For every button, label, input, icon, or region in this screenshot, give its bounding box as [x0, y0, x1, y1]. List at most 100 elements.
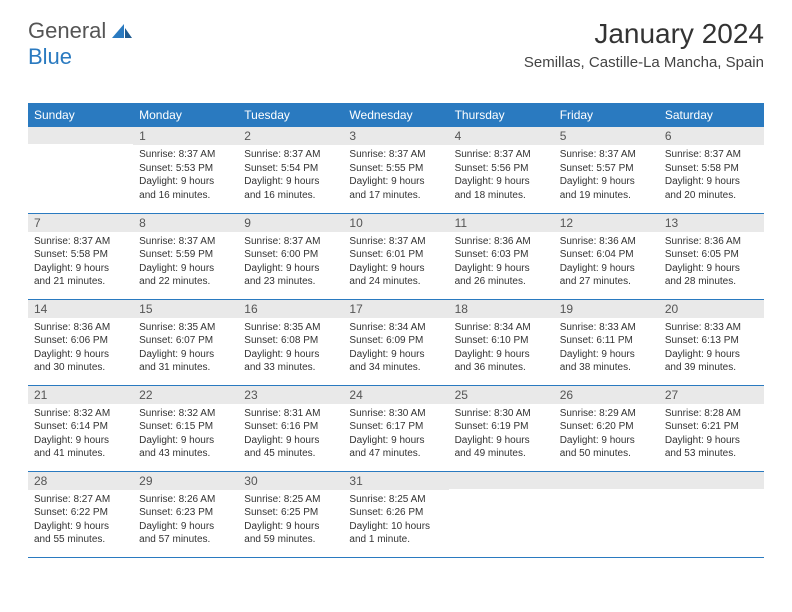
daylight-text: Daylight: 9 hours and 57 minutes. [139, 520, 232, 547]
calendar-week: 14Sunrise: 8:36 AMSunset: 6:06 PMDayligh… [28, 299, 764, 385]
calendar-cell: 20Sunrise: 8:33 AMSunset: 6:13 PMDayligh… [659, 299, 764, 385]
day-body: Sunrise: 8:30 AMSunset: 6:19 PMDaylight:… [449, 404, 554, 465]
sunset-text: Sunset: 6:23 PM [139, 506, 232, 520]
day-number: 19 [554, 300, 659, 318]
day-number: 22 [133, 386, 238, 404]
sunset-text: Sunset: 6:25 PM [244, 506, 337, 520]
sunset-text: Sunset: 6:11 PM [560, 334, 653, 348]
sunrise-text: Sunrise: 8:30 AM [455, 407, 548, 421]
day-number: 8 [133, 214, 238, 232]
day-number: 6 [659, 127, 764, 145]
calendar-cell: 21Sunrise: 8:32 AMSunset: 6:14 PMDayligh… [28, 385, 133, 471]
day-number: 29 [133, 472, 238, 490]
calendar-cell: 25Sunrise: 8:30 AMSunset: 6:19 PMDayligh… [449, 385, 554, 471]
daylight-text: Daylight: 9 hours and 24 minutes. [349, 262, 442, 289]
sunrise-text: Sunrise: 8:36 AM [560, 235, 653, 249]
sunrise-text: Sunrise: 8:37 AM [139, 148, 232, 162]
daylight-text: Daylight: 9 hours and 36 minutes. [455, 348, 548, 375]
day-number [28, 127, 133, 144]
daylight-text: Daylight: 9 hours and 59 minutes. [244, 520, 337, 547]
sunrise-text: Sunrise: 8:32 AM [139, 407, 232, 421]
daylight-text: Daylight: 9 hours and 21 minutes. [34, 262, 127, 289]
day-body: Sunrise: 8:35 AMSunset: 6:08 PMDaylight:… [238, 318, 343, 379]
day-body: Sunrise: 8:34 AMSunset: 6:10 PMDaylight:… [449, 318, 554, 379]
calendar-cell: 29Sunrise: 8:26 AMSunset: 6:23 PMDayligh… [133, 471, 238, 557]
calendar-cell: 24Sunrise: 8:30 AMSunset: 6:17 PMDayligh… [343, 385, 448, 471]
daylight-text: Daylight: 9 hours and 18 minutes. [455, 175, 548, 202]
sunrise-text: Sunrise: 8:25 AM [349, 493, 442, 507]
title-block: January 2024 Semillas, Castille-La Manch… [524, 18, 764, 71]
day-body: Sunrise: 8:36 AMSunset: 6:04 PMDaylight:… [554, 232, 659, 293]
day-number: 20 [659, 300, 764, 318]
sunset-text: Sunset: 5:58 PM [665, 162, 758, 176]
sunset-text: Sunset: 6:00 PM [244, 248, 337, 262]
sunset-text: Sunset: 5:55 PM [349, 162, 442, 176]
day-number: 12 [554, 214, 659, 232]
calendar-cell: 27Sunrise: 8:28 AMSunset: 6:21 PMDayligh… [659, 385, 764, 471]
day-number: 10 [343, 214, 448, 232]
day-body [554, 489, 659, 496]
calendar-cell: 12Sunrise: 8:36 AMSunset: 6:04 PMDayligh… [554, 213, 659, 299]
day-body: Sunrise: 8:33 AMSunset: 6:11 PMDaylight:… [554, 318, 659, 379]
calendar-cell: 22Sunrise: 8:32 AMSunset: 6:15 PMDayligh… [133, 385, 238, 471]
sunset-text: Sunset: 6:26 PM [349, 506, 442, 520]
day-number: 30 [238, 472, 343, 490]
day-body: Sunrise: 8:36 AMSunset: 6:05 PMDaylight:… [659, 232, 764, 293]
day-number: 1 [133, 127, 238, 145]
calendar-cell: 17Sunrise: 8:34 AMSunset: 6:09 PMDayligh… [343, 299, 448, 385]
day-body: Sunrise: 8:37 AMSunset: 5:56 PMDaylight:… [449, 145, 554, 206]
day-body: Sunrise: 8:28 AMSunset: 6:21 PMDaylight:… [659, 404, 764, 465]
logo-text-blue: Blue [28, 44, 72, 69]
logo-sail-icon [110, 22, 134, 40]
calendar-cell: 9Sunrise: 8:37 AMSunset: 6:00 PMDaylight… [238, 213, 343, 299]
day-body: Sunrise: 8:31 AMSunset: 6:16 PMDaylight:… [238, 404, 343, 465]
sunset-text: Sunset: 6:06 PM [34, 334, 127, 348]
daylight-text: Daylight: 9 hours and 41 minutes. [34, 434, 127, 461]
calendar-cell: 3Sunrise: 8:37 AMSunset: 5:55 PMDaylight… [343, 127, 448, 213]
calendar-cell [554, 471, 659, 557]
day-number: 16 [238, 300, 343, 318]
calendar-cell: 31Sunrise: 8:25 AMSunset: 6:26 PMDayligh… [343, 471, 448, 557]
day-number: 17 [343, 300, 448, 318]
day-header: Sunday [28, 103, 133, 127]
sunrise-text: Sunrise: 8:31 AM [244, 407, 337, 421]
daylight-text: Daylight: 9 hours and 20 minutes. [665, 175, 758, 202]
calendar-cell: 23Sunrise: 8:31 AMSunset: 6:16 PMDayligh… [238, 385, 343, 471]
daylight-text: Daylight: 9 hours and 43 minutes. [139, 434, 232, 461]
day-number: 11 [449, 214, 554, 232]
sunrise-text: Sunrise: 8:35 AM [139, 321, 232, 335]
calendar-cell: 13Sunrise: 8:36 AMSunset: 6:05 PMDayligh… [659, 213, 764, 299]
daylight-text: Daylight: 9 hours and 31 minutes. [139, 348, 232, 375]
daylight-text: Daylight: 9 hours and 49 minutes. [455, 434, 548, 461]
day-header: Monday [133, 103, 238, 127]
calendar-cell: 15Sunrise: 8:35 AMSunset: 6:07 PMDayligh… [133, 299, 238, 385]
sunset-text: Sunset: 6:22 PM [34, 506, 127, 520]
daylight-text: Daylight: 9 hours and 30 minutes. [34, 348, 127, 375]
calendar-cell: 5Sunrise: 8:37 AMSunset: 5:57 PMDaylight… [554, 127, 659, 213]
sunrise-text: Sunrise: 8:30 AM [349, 407, 442, 421]
calendar-table: SundayMondayTuesdayWednesdayThursdayFrid… [28, 103, 764, 558]
day-body: Sunrise: 8:34 AMSunset: 6:09 PMDaylight:… [343, 318, 448, 379]
day-body: Sunrise: 8:37 AMSunset: 5:53 PMDaylight:… [133, 145, 238, 206]
day-number: 24 [343, 386, 448, 404]
day-body: Sunrise: 8:29 AMSunset: 6:20 PMDaylight:… [554, 404, 659, 465]
day-header: Wednesday [343, 103, 448, 127]
day-number: 26 [554, 386, 659, 404]
sunset-text: Sunset: 6:09 PM [349, 334, 442, 348]
calendar-cell: 14Sunrise: 8:36 AMSunset: 6:06 PMDayligh… [28, 299, 133, 385]
day-body: Sunrise: 8:25 AMSunset: 6:25 PMDaylight:… [238, 490, 343, 551]
day-body: Sunrise: 8:37 AMSunset: 5:58 PMDaylight:… [659, 145, 764, 206]
sunset-text: Sunset: 5:53 PM [139, 162, 232, 176]
daylight-text: Daylight: 9 hours and 26 minutes. [455, 262, 548, 289]
day-body: Sunrise: 8:37 AMSunset: 5:55 PMDaylight:… [343, 145, 448, 206]
header: General January 2024 Semillas, Castille-… [28, 18, 764, 71]
sunrise-text: Sunrise: 8:36 AM [34, 321, 127, 335]
daylight-text: Daylight: 9 hours and 28 minutes. [665, 262, 758, 289]
day-body: Sunrise: 8:32 AMSunset: 6:15 PMDaylight:… [133, 404, 238, 465]
calendar-cell: 1Sunrise: 8:37 AMSunset: 5:53 PMDaylight… [133, 127, 238, 213]
calendar-cell [659, 471, 764, 557]
daylight-text: Daylight: 9 hours and 17 minutes. [349, 175, 442, 202]
day-number: 7 [28, 214, 133, 232]
calendar-cell: 6Sunrise: 8:37 AMSunset: 5:58 PMDaylight… [659, 127, 764, 213]
logo: General [28, 18, 138, 44]
